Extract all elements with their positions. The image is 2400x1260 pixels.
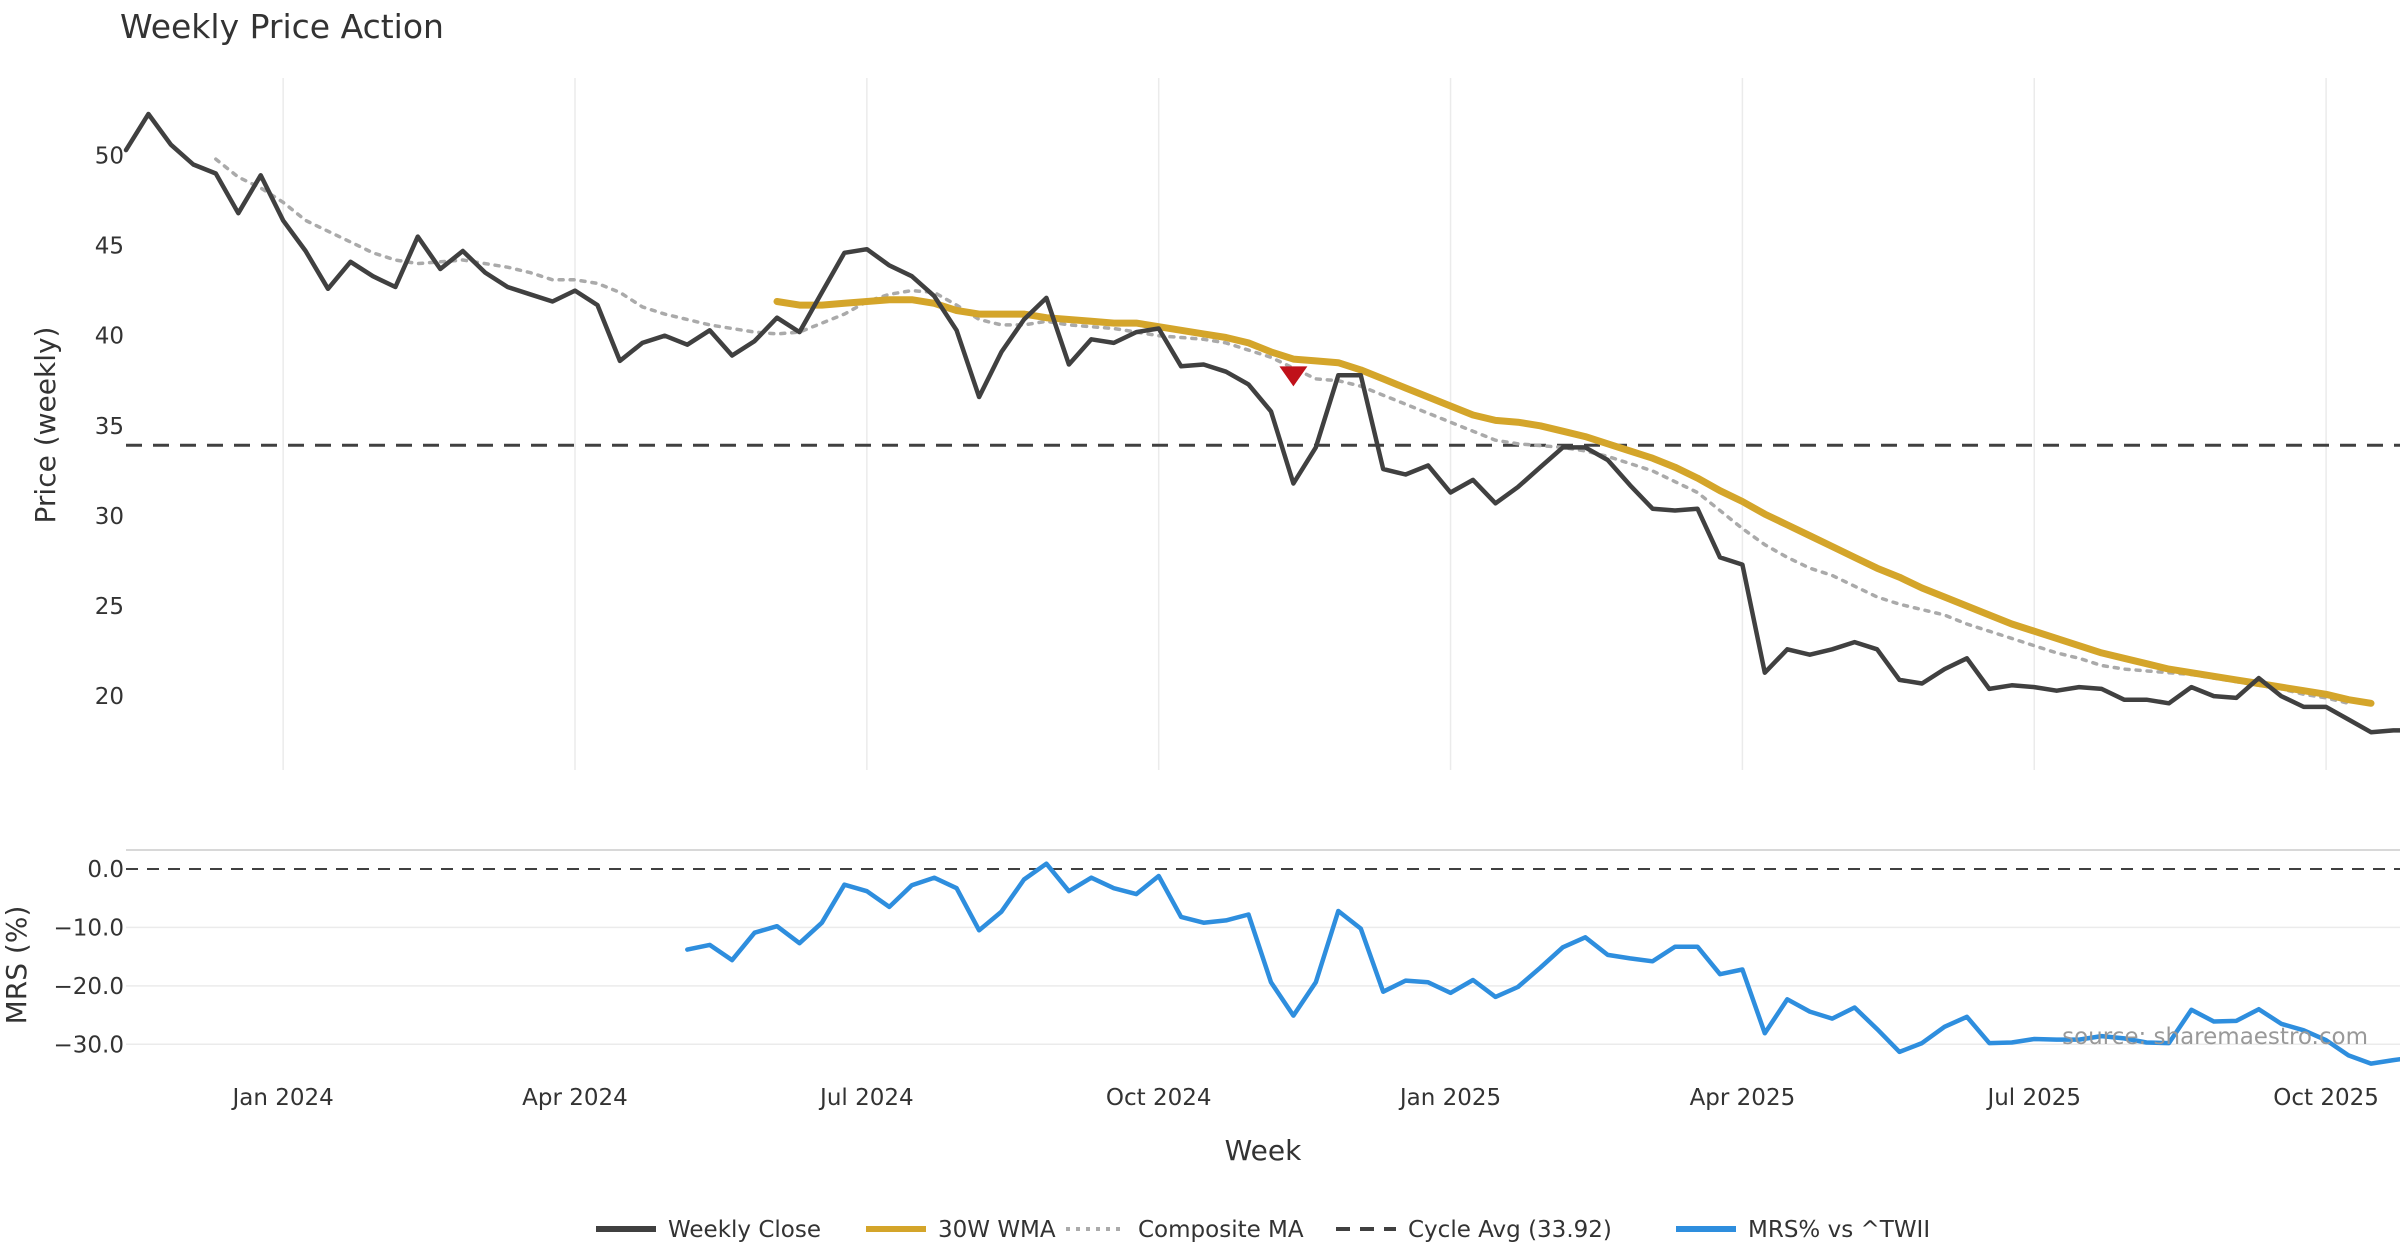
legend-label-cycle-avg-33-92: Cycle Avg (33.92) [1408, 1217, 1612, 1243]
price-series [123, 111, 2400, 735]
weekly-close-line [123, 111, 2400, 735]
legend: Weekly Close 30W WMA Composite MA Cycle Avg… [596, 1217, 1930, 1243]
x-tick-label: Jan 2024 [230, 1085, 333, 1111]
price-y-tick-label: 30 [95, 504, 124, 530]
price-y-tick-label: 45 [95, 234, 124, 260]
x-tick-label: Jul 2025 [1985, 1085, 2081, 1111]
x-ticks: Jan 2024 Apr 2024 Jul 2024 Oct 2024 Jan 2025… [230, 1085, 2378, 1111]
price-y-ticks: 20 25 30 35 40 45 50 [95, 143, 124, 710]
price-y-tick-label: 25 [95, 594, 124, 620]
chart-title: Weekly Price Action [120, 7, 444, 46]
x-tick-label: Apr 2025 [1690, 1085, 1796, 1111]
mrs-y-tick-label: −30.0 [54, 1032, 124, 1058]
mrs-gridlines [126, 926, 2400, 1046]
x-tick-label: Oct 2024 [1106, 1085, 1212, 1111]
price-gridlines [282, 78, 2327, 770]
sell-signal-marker [1279, 366, 1308, 387]
x-tick-label: Oct 2025 [2273, 1085, 2379, 1111]
price-y-tick-label: 50 [95, 143, 124, 169]
mrs-y-tick-label: 0.0 [87, 857, 124, 883]
price-y-tick-label: 20 [95, 684, 124, 710]
mrs-series [685, 861, 2400, 1066]
price-y-tick-label: 35 [95, 414, 124, 440]
mrs-vs-twii-line [685, 861, 2400, 1066]
mrs-y-tick-label: −20.0 [54, 974, 124, 1000]
mrs-y-axis-label: MRS (%) [0, 906, 33, 1025]
source-label: source: sharemaestro.com [2062, 1024, 2368, 1050]
legend-label-30w-wma: 30W WMA [938, 1217, 1056, 1243]
x-axis-label: Week [1225, 1134, 1302, 1167]
x-tick-label: Jan 2025 [1398, 1085, 1501, 1111]
legend-label-weekly-close: Weekly Close [668, 1217, 821, 1243]
30w-wma-line [773, 296, 2375, 707]
mrs-y-ticks: 0.0 −10.0 −20.0 −30.0 [54, 857, 124, 1058]
legend-label-composite-ma: Composite MA [1138, 1217, 1304, 1243]
x-tick-label: Jul 2024 [818, 1085, 914, 1111]
price-y-axis-label: Price (weekly) [29, 327, 62, 524]
legend-label-mrs-vs-twii: MRS% vs ^TWII [1748, 1217, 1930, 1243]
price-y-tick-label: 40 [95, 324, 124, 350]
x-tick-label: Apr 2024 [522, 1085, 628, 1111]
composite-ma-line [214, 157, 2351, 706]
mrs-y-tick-label: −10.0 [54, 915, 124, 941]
